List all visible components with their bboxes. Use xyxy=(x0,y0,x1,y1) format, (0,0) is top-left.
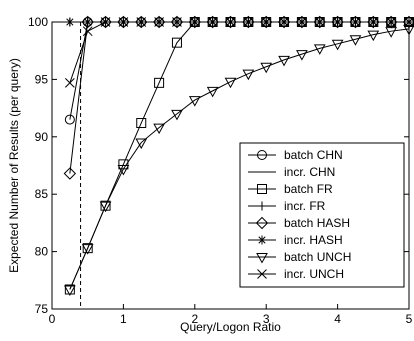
data-point xyxy=(331,15,344,29)
data-point xyxy=(170,15,184,29)
data-point xyxy=(260,62,273,74)
data-point xyxy=(349,15,362,29)
data-point xyxy=(206,15,219,29)
legend-item: batch HASH xyxy=(248,216,350,230)
legend-item: incr. FR xyxy=(248,199,326,213)
legend-label: incr. CHN xyxy=(284,165,335,179)
data-point xyxy=(224,15,237,29)
y-axis-label: Expected Number of Results (per query) xyxy=(7,58,21,273)
data-point xyxy=(224,77,237,89)
legend-label: batch FR xyxy=(284,182,333,196)
data-point xyxy=(63,167,77,180)
data-point xyxy=(313,15,326,29)
legend-swatch-marker xyxy=(257,150,267,160)
legend-item: incr. CHN xyxy=(248,165,335,179)
data-point xyxy=(82,26,93,37)
legend-item: incr. UNCH xyxy=(248,267,344,281)
legend-item: incr. HASH xyxy=(248,233,343,247)
y-tick-label-0: 75 xyxy=(35,302,49,316)
legend-swatch-marker xyxy=(255,216,269,230)
data-point xyxy=(99,201,112,213)
y-tick-label-4: 95 xyxy=(35,72,49,86)
data-point xyxy=(242,15,255,29)
data-point xyxy=(171,109,183,121)
data-point xyxy=(117,164,130,176)
data-point xyxy=(152,15,166,29)
legend-label: batch HASH xyxy=(284,216,350,230)
data-point xyxy=(277,15,291,29)
legend-swatch-marker xyxy=(257,184,267,194)
axis-ticks: 0 1 2 3 4 5 75 80 85 90 95 100 xyxy=(28,15,413,326)
data-point xyxy=(242,69,255,81)
data-point xyxy=(278,55,290,67)
data-point xyxy=(154,77,165,88)
legend-item: batch UNCH xyxy=(248,250,351,264)
data-point xyxy=(64,114,75,125)
data-point xyxy=(313,44,326,55)
legend-item: batch CHN xyxy=(248,148,343,162)
x-tick-label-3: 3 xyxy=(263,312,270,326)
data-point xyxy=(99,15,112,29)
data-point xyxy=(81,244,94,255)
y-tick-label-5: 100 xyxy=(28,15,48,29)
x-tick-label-1: 1 xyxy=(120,312,127,326)
x-tick-label-2: 2 xyxy=(191,312,198,326)
x-tick-label-0: 0 xyxy=(49,312,56,326)
data-point xyxy=(135,15,148,29)
data-point xyxy=(188,15,202,29)
x-tick-label-4: 4 xyxy=(334,312,341,326)
data-point xyxy=(367,30,380,42)
legend-label: batch UNCH xyxy=(284,250,351,264)
legend-box xyxy=(239,142,405,288)
plot-frame xyxy=(51,21,410,310)
legend-label: incr. HASH xyxy=(284,233,343,247)
legend: batch CHN incr. CHN batch FR incr. FR batch … xyxy=(239,142,405,288)
legend-swatch-marker xyxy=(257,235,267,245)
x-axis-label: Query/Logon Ratio xyxy=(180,320,281,334)
legend-swatch-marker xyxy=(257,201,267,211)
legend-swatch-marker xyxy=(257,269,267,279)
data-point xyxy=(153,123,165,135)
data-point xyxy=(135,138,148,150)
x-tick-label-5: 5 xyxy=(406,312,413,326)
data-point xyxy=(385,27,397,38)
data-point xyxy=(64,285,76,297)
legend-label: incr. FR xyxy=(284,199,326,213)
data-point xyxy=(64,77,75,88)
legend-label: incr. UNCH xyxy=(284,267,344,281)
data-point xyxy=(206,86,219,98)
legend-label: batch CHN xyxy=(284,148,343,162)
data-point xyxy=(81,15,94,29)
y-tick-label-2: 85 xyxy=(35,187,49,201)
legend-swatch-marker xyxy=(256,253,268,264)
data-point xyxy=(188,96,201,107)
data-point xyxy=(136,118,147,129)
data-point xyxy=(296,50,308,61)
y-tick-label-3: 90 xyxy=(35,130,49,144)
data-point xyxy=(349,35,362,46)
legend-item: batch FR xyxy=(248,182,333,196)
data-point xyxy=(259,15,273,29)
y-tick-label-1: 80 xyxy=(35,245,49,259)
data-point xyxy=(171,37,182,48)
data-point xyxy=(295,15,309,29)
data-point xyxy=(117,15,130,29)
data-point xyxy=(367,15,380,29)
data-point xyxy=(331,39,344,51)
